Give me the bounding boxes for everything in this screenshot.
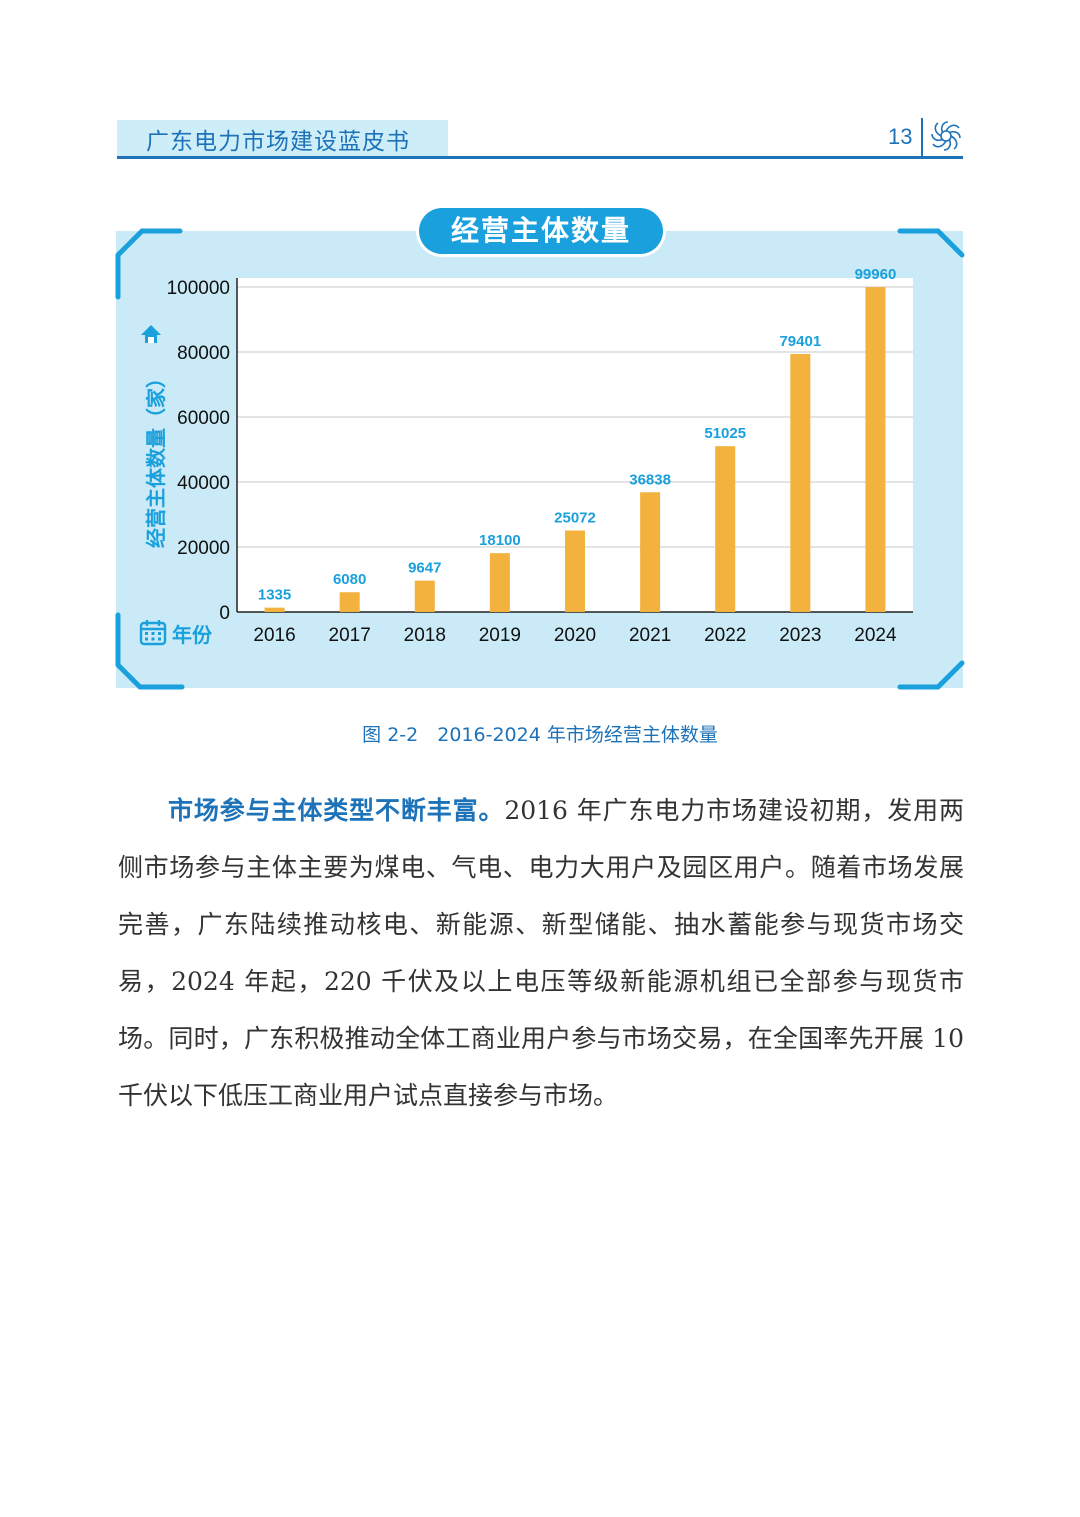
house-icon xyxy=(141,325,161,343)
frame-corner-decoration xyxy=(115,228,965,690)
y-tick-label: 0 xyxy=(219,603,230,624)
chart-title: 经营主体数量 xyxy=(450,214,631,247)
calendar-icon xyxy=(139,620,167,646)
data-label: 9647 xyxy=(408,560,441,577)
bar xyxy=(790,353,811,612)
data-label: 18100 xyxy=(479,532,521,549)
data-label: 79401 xyxy=(779,333,821,350)
y-tick-label: 100000 xyxy=(167,278,230,299)
page-number: 13 xyxy=(888,124,913,149)
x-tick-label: 2018 xyxy=(404,625,446,646)
y-tick-label: 60000 xyxy=(177,408,230,429)
y-tick-label: 80000 xyxy=(177,343,230,364)
y-axis-label: 经营主体数量（家） xyxy=(144,368,168,548)
y-tick-label: 20000 xyxy=(177,538,230,559)
header-band xyxy=(117,120,448,156)
bar xyxy=(715,446,736,612)
bar-chart: 0 20000 40000 60000 80000 100000 1335 2016 6080 2… xyxy=(167,266,913,646)
data-label: 6080 xyxy=(333,571,366,588)
body-paragraph: 市场参与主体类型不断丰富。2016 年广东电力市场建设初期，发用两侧市场参与主体… xyxy=(118,782,964,1124)
paragraph-lead: 市场参与主体类型不断丰富。 xyxy=(168,796,505,825)
data-label: 25072 xyxy=(554,510,596,527)
y-tick-label: 40000 xyxy=(177,473,230,494)
bar xyxy=(264,607,285,612)
data-label: 36838 xyxy=(629,471,671,488)
header-rule xyxy=(117,156,963,159)
x-tick-label: 2024 xyxy=(854,625,897,646)
bar xyxy=(339,592,360,612)
x-tick-label: 2019 xyxy=(479,625,521,646)
bar xyxy=(565,530,585,612)
bar xyxy=(640,492,661,612)
paragraph-body: 2016 年广东电力市场建设初期，发用两侧市场参与主体主要为煤电、气电、电力大用… xyxy=(118,796,964,1110)
x-tick-label: 2016 xyxy=(253,625,295,646)
bar xyxy=(865,287,886,612)
x-axis-label: 年份 xyxy=(172,623,212,647)
book-title: 广东电力市场建设蓝皮书 xyxy=(146,129,410,155)
data-label: 51025 xyxy=(704,425,746,442)
x-tick-label: 2020 xyxy=(554,625,596,646)
bar xyxy=(414,580,435,612)
x-tick-label: 2021 xyxy=(629,625,671,646)
figure-caption: 图 2-2 2016-2024 年市场经营主体数量 xyxy=(362,724,718,746)
chart-title-badge xyxy=(419,208,663,254)
header-divider xyxy=(921,118,923,156)
x-tick-label: 2022 xyxy=(704,625,746,646)
pinwheel-logo-icon xyxy=(931,121,961,151)
data-label: 99960 xyxy=(855,266,897,283)
data-label: 1335 xyxy=(258,587,291,604)
x-tick-label: 2017 xyxy=(329,625,371,646)
x-tick-label: 2023 xyxy=(779,625,821,646)
bar xyxy=(489,553,510,612)
